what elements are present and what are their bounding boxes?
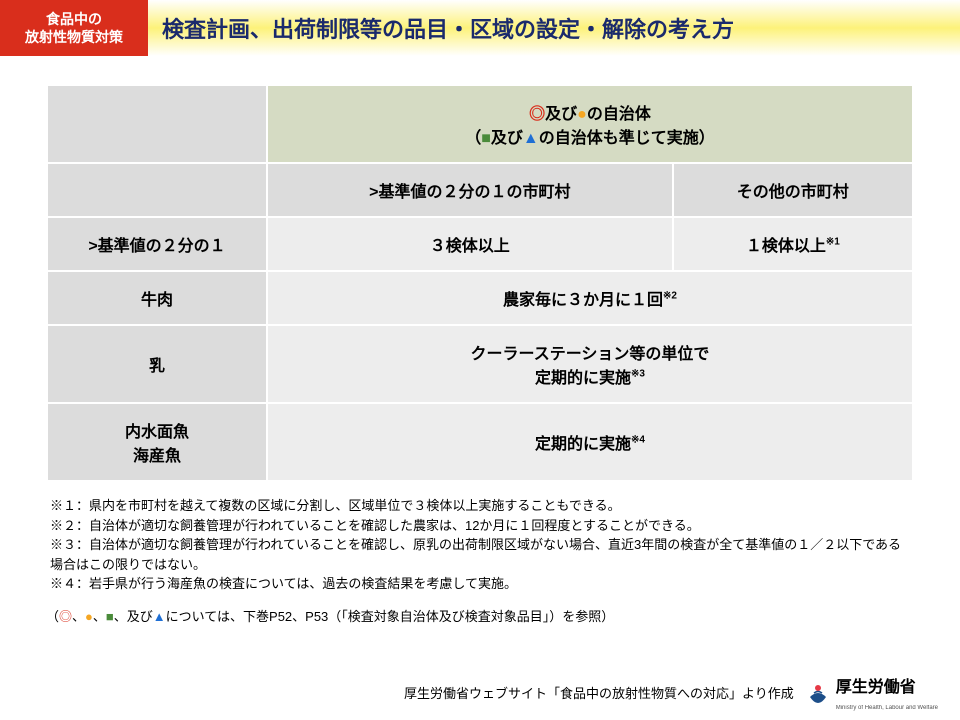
top-header: ◎及び●の自治体 （■及び▲の自治体も準じて実施） xyxy=(267,85,913,163)
row-label: 牛肉 xyxy=(47,271,267,325)
content: ◎及び●の自治体 （■及び▲の自治体も準じて実施） >基準値の２分の１の市町村 … xyxy=(0,56,960,625)
cell: 農家毎に３か月に１回※2 xyxy=(267,271,913,325)
source-text: 厚生労働省ウェブサイト「食品中の放射性物質への対応」より作成 xyxy=(404,683,794,702)
row-label: >基準値の２分の１ xyxy=(47,217,267,271)
row-label: 内水面魚 海産魚 xyxy=(47,403,267,481)
footnote: ※１：県内を市町村を越えて複数の区域に分割し、区域単位で３検体以上実施することも… xyxy=(50,496,914,516)
footnotes: ※１：県内を市町村を越えて複数の区域に分割し、区域単位で３検体以上実施することも… xyxy=(46,496,914,594)
criteria-table: ◎及び●の自治体 （■及び▲の自治体も準じて実施） >基準値の２分の１の市町村 … xyxy=(46,84,914,482)
triangle-icon: ▲ xyxy=(523,130,539,147)
footer: 厚生労働省ウェブサイト「食品中の放射性物質への対応」より作成 厚生労働省 Min… xyxy=(404,673,938,712)
table-row: 内水面魚 海産魚 定期的に実施※4 xyxy=(47,403,913,481)
header: 食品中の 放射性物質対策 検査計画、出荷制限等の品目・区域の設定・解除の考え方 xyxy=(0,0,960,56)
cell: １検体以上※1 xyxy=(673,217,913,271)
footnote: ※３：自治体が適切な飼養管理が行われていることを確認し、原乳の出荷制限区域がない… xyxy=(50,535,914,574)
double-circle-icon: ◎ xyxy=(59,609,72,624)
table-row: 乳 クーラーステーション等の単位で 定期的に実施※3 xyxy=(47,325,913,403)
circle-icon: ● xyxy=(85,609,93,624)
corner-cell xyxy=(47,85,267,163)
category-badge: 食品中の 放射性物質対策 xyxy=(0,0,148,56)
badge-line2: 放射性物質対策 xyxy=(0,28,148,46)
reference-note: （◎、●、■、及び▲については、下巻P52、P53（「検査対象自治体及び検査対象… xyxy=(46,606,914,625)
sub-corner xyxy=(47,163,267,217)
footnote: ※４：岩手県が行う海産魚の検査については、過去の検査結果を考慮して実施。 xyxy=(50,574,914,594)
logo-icon xyxy=(804,679,832,707)
table-row: 牛肉 農家毎に３か月に１回※2 xyxy=(47,271,913,325)
col2-header: その他の市町村 xyxy=(673,163,913,217)
table-row: >基準値の２分の１ ３検体以上 １検体以上※1 xyxy=(47,217,913,271)
footnote: ※２：自治体が適切な飼養管理が行われていることを確認した農家は、12か月に１回程… xyxy=(50,516,914,536)
double-circle-icon: ◎ xyxy=(529,106,545,123)
ministry-logo: 厚生労働省 Ministry of Health, Labour and Wel… xyxy=(804,673,938,712)
org-name: 厚生労働省 xyxy=(836,679,916,696)
square-icon: ■ xyxy=(481,130,491,147)
triangle-icon: ▲ xyxy=(153,609,166,624)
cell: ３検体以上 xyxy=(267,217,673,271)
col1-header: >基準値の２分の１の市町村 xyxy=(267,163,673,217)
badge-line1: 食品中の xyxy=(0,10,148,28)
row-label: 乳 xyxy=(47,325,267,403)
org-name-en: Ministry of Health, Labour and Welfare xyxy=(836,705,938,711)
square-icon: ■ xyxy=(106,609,114,624)
circle-icon: ● xyxy=(577,106,587,123)
cell: 定期的に実施※4 xyxy=(267,403,913,481)
cell: クーラーステーション等の単位で 定期的に実施※3 xyxy=(267,325,913,403)
page-title: 検査計画、出荷制限等の品目・区域の設定・解除の考え方 xyxy=(148,0,960,56)
